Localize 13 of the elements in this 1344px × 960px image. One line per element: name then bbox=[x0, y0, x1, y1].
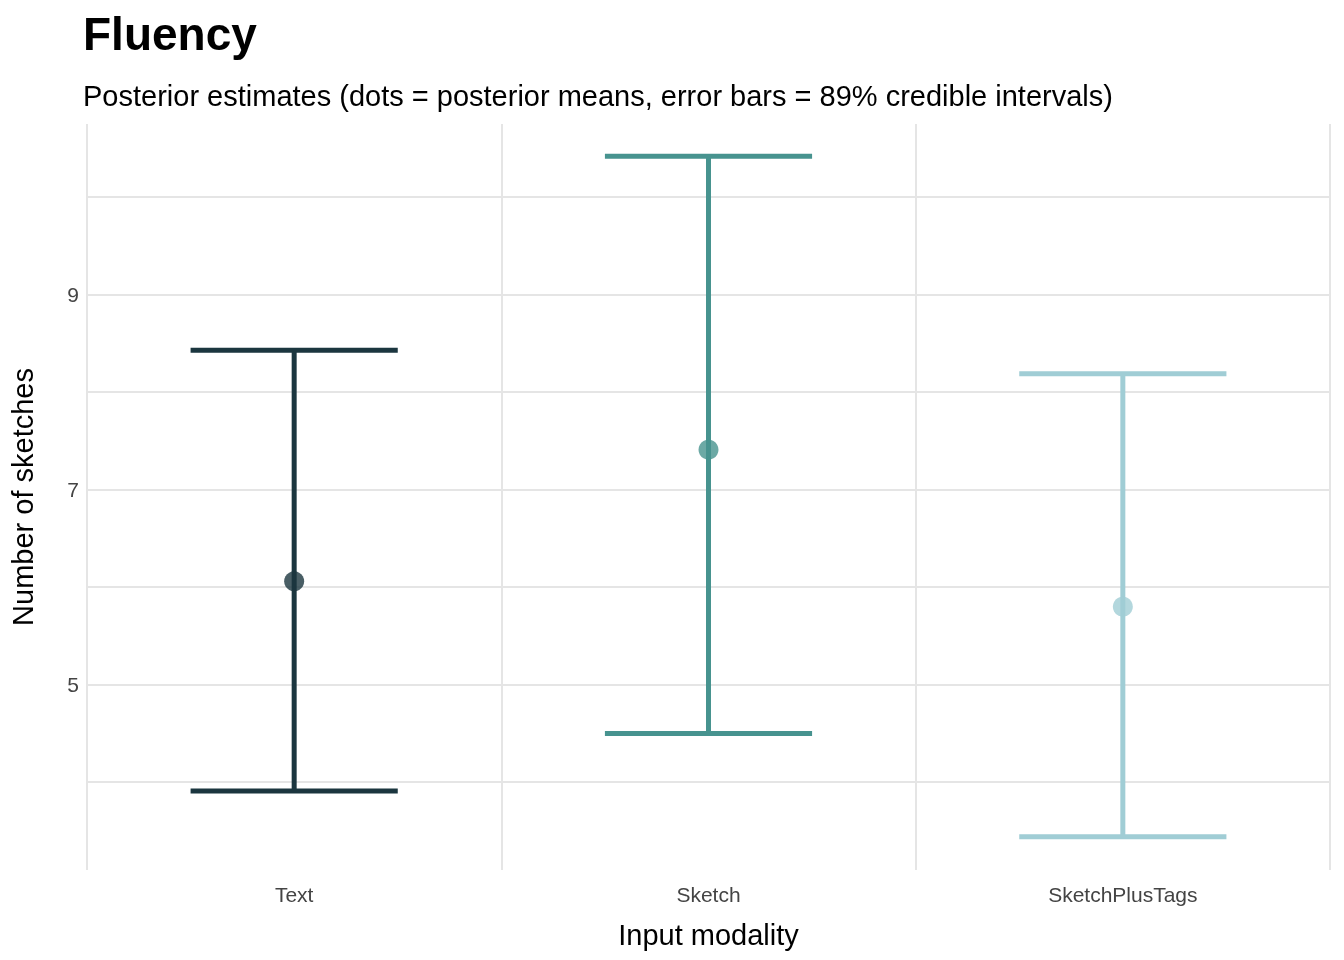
chart-title: Fluency bbox=[83, 8, 258, 60]
x-tick-label: Sketch bbox=[676, 883, 741, 906]
point bbox=[1112, 596, 1133, 617]
y-tick-label: 5 bbox=[67, 673, 79, 697]
y-tick-label: 7 bbox=[67, 478, 79, 502]
chart-subtitle: Posterior estimates (dots = posterior means, error bars = 89% credible intervals) bbox=[83, 79, 1113, 112]
y-axis-title: Number of sketches bbox=[6, 368, 39, 626]
x-axis-title: Input modality bbox=[618, 918, 800, 951]
x-tick-label: Text bbox=[274, 883, 314, 906]
y-tick-label: 9 bbox=[67, 283, 79, 307]
point bbox=[698, 439, 719, 460]
x-tick-label: SketchPlusTags bbox=[1048, 883, 1198, 906]
point bbox=[284, 571, 305, 592]
